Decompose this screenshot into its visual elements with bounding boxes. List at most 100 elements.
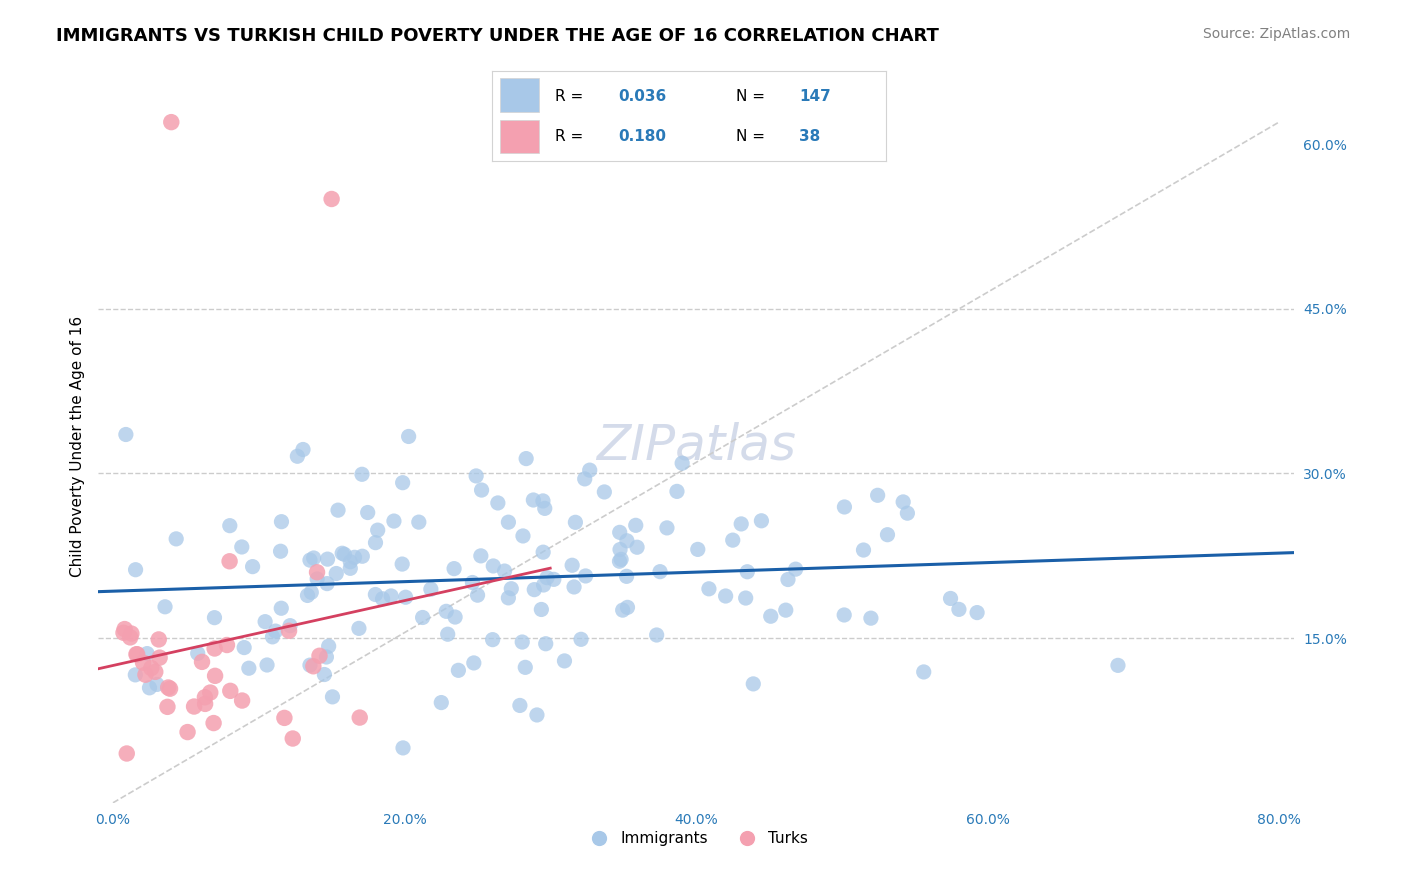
Point (308, 648, 330, 663)
Point (134, 667, 156, 681)
Point (737, 565, 759, 579)
Point (204, 669, 226, 683)
Point (302, 551, 325, 566)
Point (412, 610, 434, 624)
Point (165, 532, 187, 546)
Point (114, 622, 136, 636)
Point (481, 632, 503, 647)
Legend: Immigrants, Turks: Immigrants, Turks (578, 825, 814, 852)
Point (330, 546, 353, 560)
Point (734, 591, 756, 605)
Point (149, 650, 172, 665)
Point (776, 573, 799, 587)
Point (463, 656, 485, 670)
Point (204, 641, 226, 656)
Point (470, 549, 492, 563)
Point (367, 523, 389, 537)
Text: 38: 38 (799, 129, 821, 144)
Point (574, 472, 596, 486)
Text: 0.180: 0.180 (619, 129, 666, 144)
Point (939, 591, 962, 606)
Point (219, 683, 242, 698)
Point (515, 660, 537, 674)
Point (350, 467, 373, 482)
Point (419, 582, 441, 597)
Point (298, 553, 321, 567)
Point (146, 677, 169, 691)
Point (697, 582, 720, 596)
Point (352, 549, 374, 564)
Point (153, 599, 176, 614)
Point (125, 647, 148, 661)
Point (270, 544, 292, 558)
Point (612, 603, 634, 617)
Point (498, 515, 520, 529)
Point (270, 601, 292, 615)
Point (262, 630, 284, 644)
Point (292, 442, 315, 457)
Point (465, 469, 488, 483)
Point (120, 631, 142, 645)
Point (531, 545, 554, 559)
Point (391, 475, 413, 490)
FancyBboxPatch shape (501, 120, 540, 153)
Text: IMMIGRANTS VS TURKISH CHILD POVERTY UNDER THE AGE OF 16 CORRELATION CHART: IMMIGRANTS VS TURKISH CHILD POVERTY UNDE… (56, 27, 939, 45)
Point (530, 602, 553, 616)
Point (299, 585, 322, 599)
Point (626, 540, 648, 554)
Text: ZIPatlas: ZIPatlas (596, 422, 796, 470)
Point (314, 667, 336, 681)
Point (616, 600, 638, 615)
Point (316, 576, 339, 591)
Point (371, 591, 394, 606)
Point (501, 582, 523, 596)
Point (148, 632, 170, 647)
Point (187, 646, 209, 660)
Point (896, 506, 918, 520)
Point (127, 648, 149, 662)
Point (357, 506, 380, 520)
Point (160, 115, 183, 129)
Point (461, 575, 484, 590)
Point (138, 681, 160, 695)
Point (136, 647, 159, 661)
Point (533, 578, 555, 592)
Text: 147: 147 (799, 89, 831, 103)
Point (665, 484, 688, 499)
Point (467, 588, 489, 602)
Point (392, 740, 415, 755)
Point (156, 699, 179, 714)
Text: R =: R = (555, 129, 583, 144)
Point (364, 535, 387, 549)
Point (609, 554, 631, 568)
Point (307, 572, 329, 586)
Point (430, 696, 453, 710)
Point (444, 610, 467, 624)
Point (204, 610, 226, 624)
Point (553, 654, 575, 668)
Point (281, 731, 304, 746)
Point (157, 681, 180, 695)
Point (382, 514, 405, 528)
Point (509, 698, 531, 713)
Point (671, 456, 693, 470)
Point (751, 514, 773, 528)
Point (486, 496, 509, 510)
Point (569, 632, 592, 647)
Point (326, 503, 349, 517)
Point (408, 515, 430, 529)
Point (832, 607, 855, 622)
Point (834, 500, 856, 514)
Point (785, 562, 807, 576)
Point (278, 624, 301, 638)
Point (494, 564, 516, 578)
Point (124, 668, 146, 682)
Text: 0.036: 0.036 (619, 89, 666, 103)
Point (339, 555, 361, 569)
Point (325, 566, 347, 581)
Point (141, 661, 163, 675)
Point (238, 661, 260, 675)
Text: N =: N = (737, 89, 765, 103)
Point (159, 681, 181, 696)
Point (616, 533, 638, 548)
